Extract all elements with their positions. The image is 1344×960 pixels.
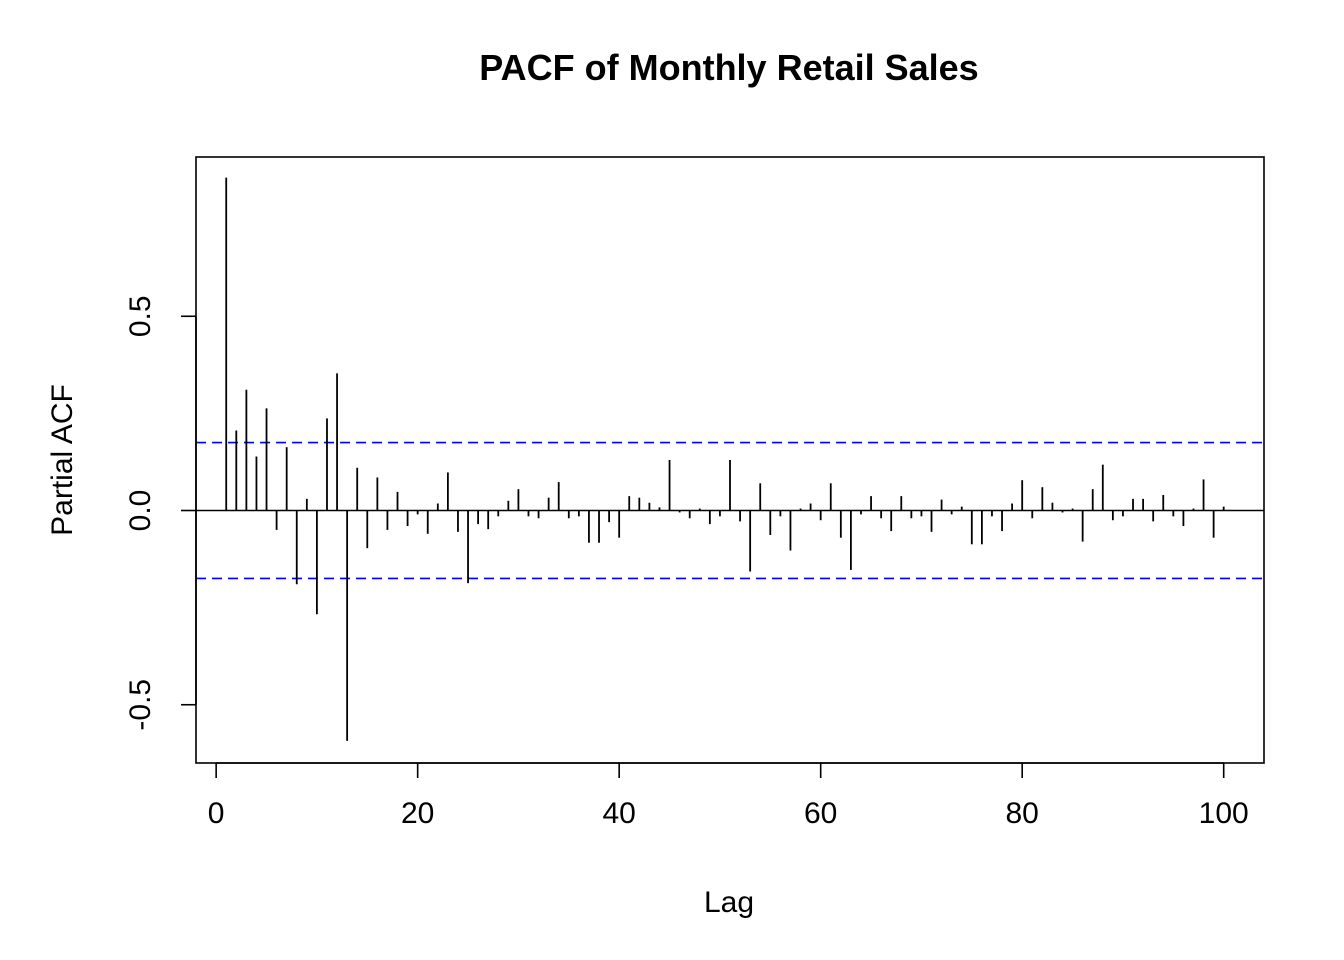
y-tick-label: 0.0 — [124, 490, 157, 532]
confidence-bounds — [196, 441, 1264, 580]
y-axis: -0.5 0.0 0.5 — [124, 295, 197, 731]
x-tick-label: 40 — [602, 797, 635, 830]
y-tick-label: -0.5 — [124, 679, 157, 731]
x-tick-label: 0 — [208, 797, 225, 830]
x-tick-label: 20 — [401, 797, 434, 830]
x-axis: 0 20 40 60 80 100 — [208, 762, 1249, 830]
pacf-bars — [225, 177, 1225, 741]
y-axis-label: Partial ACF — [46, 384, 79, 536]
x-tick-label: 60 — [804, 797, 837, 830]
x-tick-label: 100 — [1199, 797, 1249, 830]
chart-title: PACF of Monthly Retail Sales — [479, 47, 978, 88]
x-axis-label: Lag — [704, 886, 754, 919]
x-tick-label: 80 — [1006, 797, 1039, 830]
y-tick-label: 0.5 — [124, 295, 157, 337]
